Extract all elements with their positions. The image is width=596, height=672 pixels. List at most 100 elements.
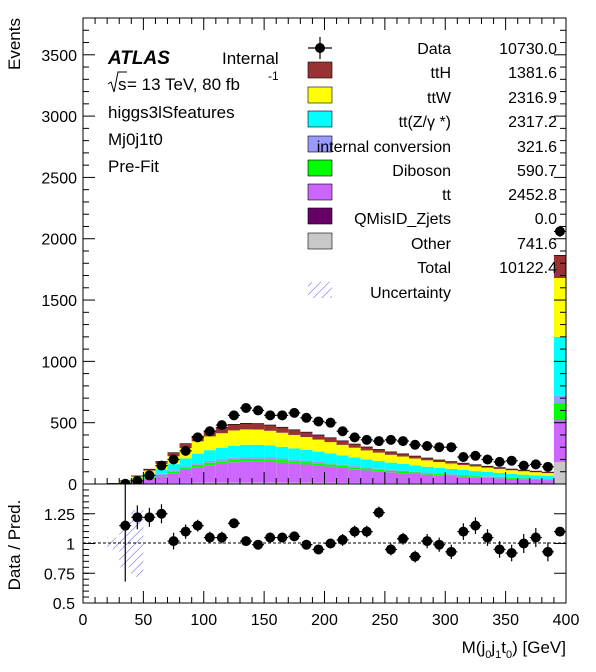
- y-tick-label: 3500: [41, 48, 77, 65]
- legend-entry: Other 741.6: [307, 232, 557, 253]
- x-axis-label: M(j0j1t0) [GeV]: [462, 638, 566, 661]
- stack-bar-conversion: [264, 457, 277, 460]
- stack-bar-ttw: [203, 436, 216, 451]
- stack-bar-tth: [493, 467, 506, 469]
- legend-label: Other: [411, 236, 452, 253]
- stack-bar-tth: [541, 472, 554, 474]
- stack-bar-tth: [517, 470, 530, 472]
- stack-bar-diboson: [421, 473, 434, 475]
- stack-bar-ttw: [433, 462, 446, 468]
- stack-bar-diboson: [505, 477, 518, 479]
- stack-bar-diboson: [445, 474, 458, 476]
- ratio-point: [144, 512, 155, 523]
- ratio-point: [132, 512, 143, 523]
- y-tick-label: 1000: [41, 354, 77, 371]
- stack-bar-diboson: [433, 474, 446, 476]
- stack-bar-diboson: [191, 464, 204, 468]
- data-point: [337, 426, 348, 437]
- stack-bar-diboson: [227, 459, 240, 463]
- stack-bar-diboson: [336, 465, 349, 468]
- stack-bar-ttw: [215, 433, 228, 448]
- energy-sup: -1: [268, 69, 279, 83]
- x-axis-main: [82, 18, 567, 484]
- stack-bar-tth: [167, 452, 180, 457]
- stack-bar-ttz: [553, 336, 566, 396]
- ratio-point: [446, 546, 457, 557]
- stack-bar-ttz: [155, 469, 168, 474]
- legend-entry: Diboson 590.7: [307, 159, 557, 180]
- stack-bar-diboson: [239, 458, 253, 462]
- stack-bar-ttz: [312, 451, 325, 462]
- stack-bar-diboson: [167, 471, 180, 474]
- stack-bar-conversion: [396, 470, 410, 472]
- legend-value: 321.6: [517, 139, 557, 156]
- ratio-point: [180, 526, 191, 537]
- stack-bar-ttbar: [517, 479, 530, 484]
- stack-bar-ttw: [300, 437, 313, 450]
- y-tick-label: 0: [68, 477, 77, 494]
- x-tick-label: 400: [553, 612, 580, 629]
- stack-bar-diboson: [276, 460, 289, 463]
- stack-bar-ttw: [312, 439, 325, 452]
- stack-bar-ttbar: [179, 470, 192, 483]
- stack-bar-ttbar: [505, 478, 518, 484]
- ratio-point: [241, 536, 252, 547]
- ratio-point: [337, 534, 348, 545]
- legend-value: 2452.8: [508, 187, 557, 204]
- stack-bar-conversion: [433, 473, 446, 475]
- stack-bar-ttz: [252, 444, 265, 458]
- data-point: [204, 426, 215, 437]
- ratio-tick-label: 0.5: [53, 596, 75, 613]
- legend-label: QMisID_Zjets: [354, 211, 451, 228]
- data-point: [373, 436, 384, 447]
- stack-bar-ttz: [481, 471, 494, 477]
- stack-bar-ttz: [493, 472, 506, 477]
- ratio-point: [482, 532, 493, 543]
- stack-bar-diboson: [372, 469, 385, 472]
- x-tick-label: 100: [190, 612, 217, 629]
- stack-bar-tth: [529, 471, 542, 473]
- stack-bar-conversion: [288, 459, 301, 462]
- stack-bar-ttbar: [433, 475, 446, 484]
- legend-value: 10730.0: [499, 41, 557, 58]
- energy-sqrt-arg: s: [118, 75, 127, 94]
- ratio-point: [385, 544, 396, 555]
- stack-bar-tth: [396, 453, 410, 457]
- y-axis: 0 500 1000 1500 2000 2500 3000 3500: [41, 29, 566, 494]
- stack-bar-ttz: [469, 471, 482, 476]
- ratio-point: [289, 531, 300, 542]
- ratio-point: [301, 539, 312, 550]
- data-point: [349, 432, 360, 443]
- stack-bar-diboson: [384, 470, 397, 473]
- stack-bar-tth: [469, 464, 482, 467]
- ratio-point: [192, 520, 203, 531]
- stack-bar-tth: [481, 466, 494, 468]
- stack-bar-diboson: [457, 475, 470, 477]
- stack-bar-ttz: [372, 461, 385, 469]
- data-point: [156, 460, 167, 471]
- ratio-point: [216, 532, 227, 543]
- data-point: [120, 478, 131, 484]
- stack-bar-ttw: [360, 450, 373, 460]
- data-point: [385, 434, 396, 445]
- data-point: [506, 455, 517, 466]
- x-tick-label: 250: [372, 612, 399, 629]
- stack-bar-other: [264, 482, 277, 484]
- stack-bar-ttz: [541, 476, 554, 479]
- data-point: [494, 456, 505, 467]
- stack-bar-conversion: [312, 461, 325, 464]
- stack-bar-ttw: [252, 429, 265, 445]
- stack-bar-ttbar: [409, 473, 422, 484]
- legend-entry: tt(Z/γ *) 2317.2: [307, 110, 557, 131]
- data-point: [192, 432, 203, 443]
- stack-bar-conversion: [239, 457, 253, 459]
- data-points: [119, 225, 566, 484]
- stack-bar-conversion: [457, 474, 470, 476]
- data-point: [446, 442, 457, 453]
- stack-bar-ttw: [372, 452, 385, 462]
- stack-bar-diboson: [360, 468, 373, 471]
- stack-bar-ttw: [348, 447, 361, 458]
- stack-bar-other: [252, 482, 265, 484]
- stack-bar-ttw: [396, 456, 410, 464]
- stack-bar-ttz: [288, 448, 301, 460]
